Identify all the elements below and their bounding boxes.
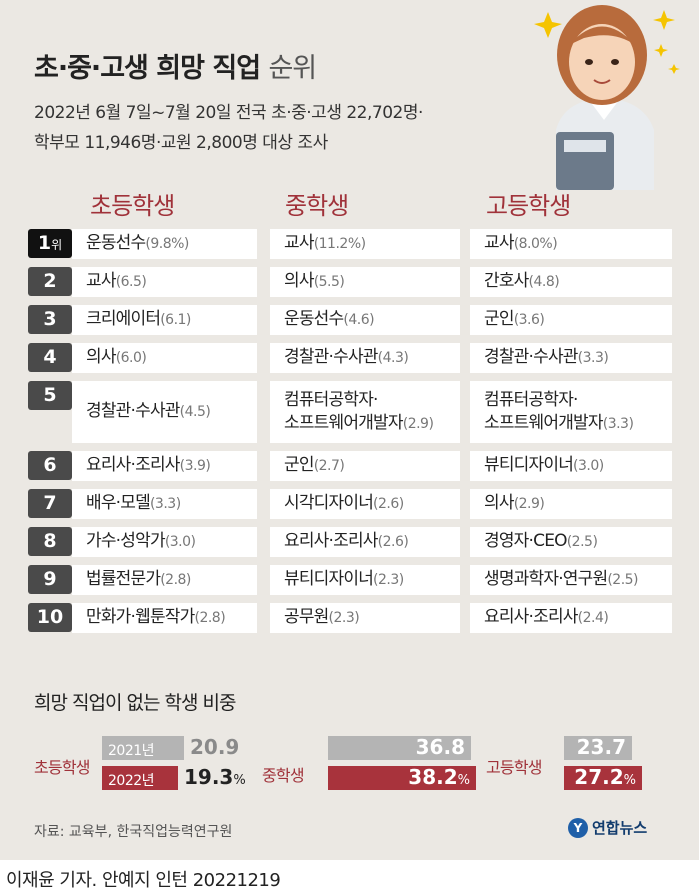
rank-badge: 5: [28, 381, 72, 410]
rank-badge: 9: [28, 565, 72, 594]
rank-badge: 2: [28, 267, 72, 296]
subtitle-line-1: 2022년 6월 7일~7월 20일 전국 초·중·고생 22,702명·: [34, 103, 423, 123]
bar: [102, 736, 184, 760]
table-cell: 만화가·웹툰작가(2.8): [72, 603, 257, 633]
table-cell: 의사(5.5): [270, 267, 460, 297]
table-cell: 운동선수(4.6): [270, 305, 460, 335]
data-label: 19.3%: [184, 765, 246, 789]
yonhap-logo: Y 연합뉴스: [568, 817, 647, 838]
table-cell: 요리사·조리사(2.4): [470, 603, 672, 633]
infographic-card: 초·중·고생 희망 직업 순위 2022년 6월 7일~7월 20일 전국 초·…: [0, 0, 699, 860]
table-cell: 요리사·조리사(2.6): [270, 527, 460, 557]
data-label: 27.2%: [574, 765, 636, 789]
logo-text: 연합뉴스: [592, 819, 648, 837]
rank-badge: 4: [28, 343, 72, 372]
rank-badge: 8: [28, 527, 72, 556]
data-label: 38.2%: [408, 765, 470, 789]
table-cell: 가수·성악가(3.0): [72, 527, 257, 557]
table-cell: 컴퓨터공학자· 소프트웨어개발자(3.3): [470, 381, 672, 443]
table-cell: 컴퓨터공학자· 소프트웨어개발자(2.9): [270, 381, 460, 443]
table-cell: 교사(6.5): [72, 267, 257, 297]
group-label: 중학생: [262, 766, 305, 785]
rank-badge: 7: [28, 489, 72, 518]
no-career-section-title: 희망 직업이 없는 학생 비중: [34, 692, 236, 714]
table-cell: 경찰관·수사관(3.3): [470, 343, 672, 373]
page-title: 초·중·고생 희망 직업 순위: [34, 53, 317, 84]
bar: [328, 736, 471, 760]
subtitle-line-2: 학부모 11,946명·교원 2,800명 대상 조사: [34, 133, 328, 153]
table-cell: 군인(3.6): [470, 305, 672, 335]
bar: [328, 766, 476, 790]
table-cell: 군인(2.7): [270, 451, 460, 481]
data-label: 20.9: [190, 735, 240, 759]
woman-holding-book-icon: [534, 5, 680, 190]
rank-badge: 3: [28, 305, 72, 334]
data-label: 23.7: [576, 735, 626, 759]
table-cell: 경찰관·수사관(4.5): [72, 381, 257, 443]
table-cell: 운동선수(9.8%): [72, 229, 257, 259]
group-label: 고등학생: [486, 758, 542, 777]
table-cell: 크리에이터(6.1): [72, 305, 257, 335]
table-cell: 교사(8.0%): [470, 229, 672, 259]
credit-line: 이재윤 기자. 안예지 인턴 20221219: [6, 870, 281, 891]
table-cell: 간호사(4.8): [470, 267, 672, 297]
bar: [102, 766, 178, 790]
table-cell: 배우·모델(3.3): [72, 489, 257, 519]
table-cell: 뷰티디자이너(3.0): [470, 451, 672, 481]
table-cell: 경영자·CEO(2.5): [470, 527, 672, 557]
data-label: 36.8: [415, 735, 465, 759]
table-cell: 교사(11.2%): [270, 229, 460, 259]
year-label: 2022년: [108, 773, 155, 789]
table-cell: 의사(6.0): [72, 343, 257, 373]
rank-badge: 10: [28, 603, 72, 632]
bar: [564, 736, 632, 760]
table-cell: 의사(2.9): [470, 489, 672, 519]
column-header-elementary: 초등학생: [90, 192, 175, 220]
column-header-middle: 중학생: [285, 192, 349, 220]
column-header-high: 고등학생: [486, 192, 571, 220]
rank-badge: 1위: [28, 229, 72, 258]
source-note: 자료: 교육부, 한국직업능력연구원: [34, 824, 233, 840]
bar: [564, 766, 642, 790]
table-cell: 시각디자이너(2.6): [270, 489, 460, 519]
table-cell: 법률전문가(2.8): [72, 565, 257, 595]
table-cell: 공무원(2.3): [270, 603, 460, 633]
table-cell: 생명과학자·연구원(2.5): [470, 565, 672, 595]
table-cell: 요리사·조리사(3.9): [72, 451, 257, 481]
year-label: 2021년: [108, 743, 155, 759]
table-cell: 경찰관·수사관(4.3): [270, 343, 460, 373]
rank-badge: 6: [28, 451, 72, 480]
logo-mark-icon: Y: [568, 817, 588, 838]
group-label: 초등학생: [34, 758, 90, 777]
table-cell: 뷰티디자이너(2.3): [270, 565, 460, 595]
